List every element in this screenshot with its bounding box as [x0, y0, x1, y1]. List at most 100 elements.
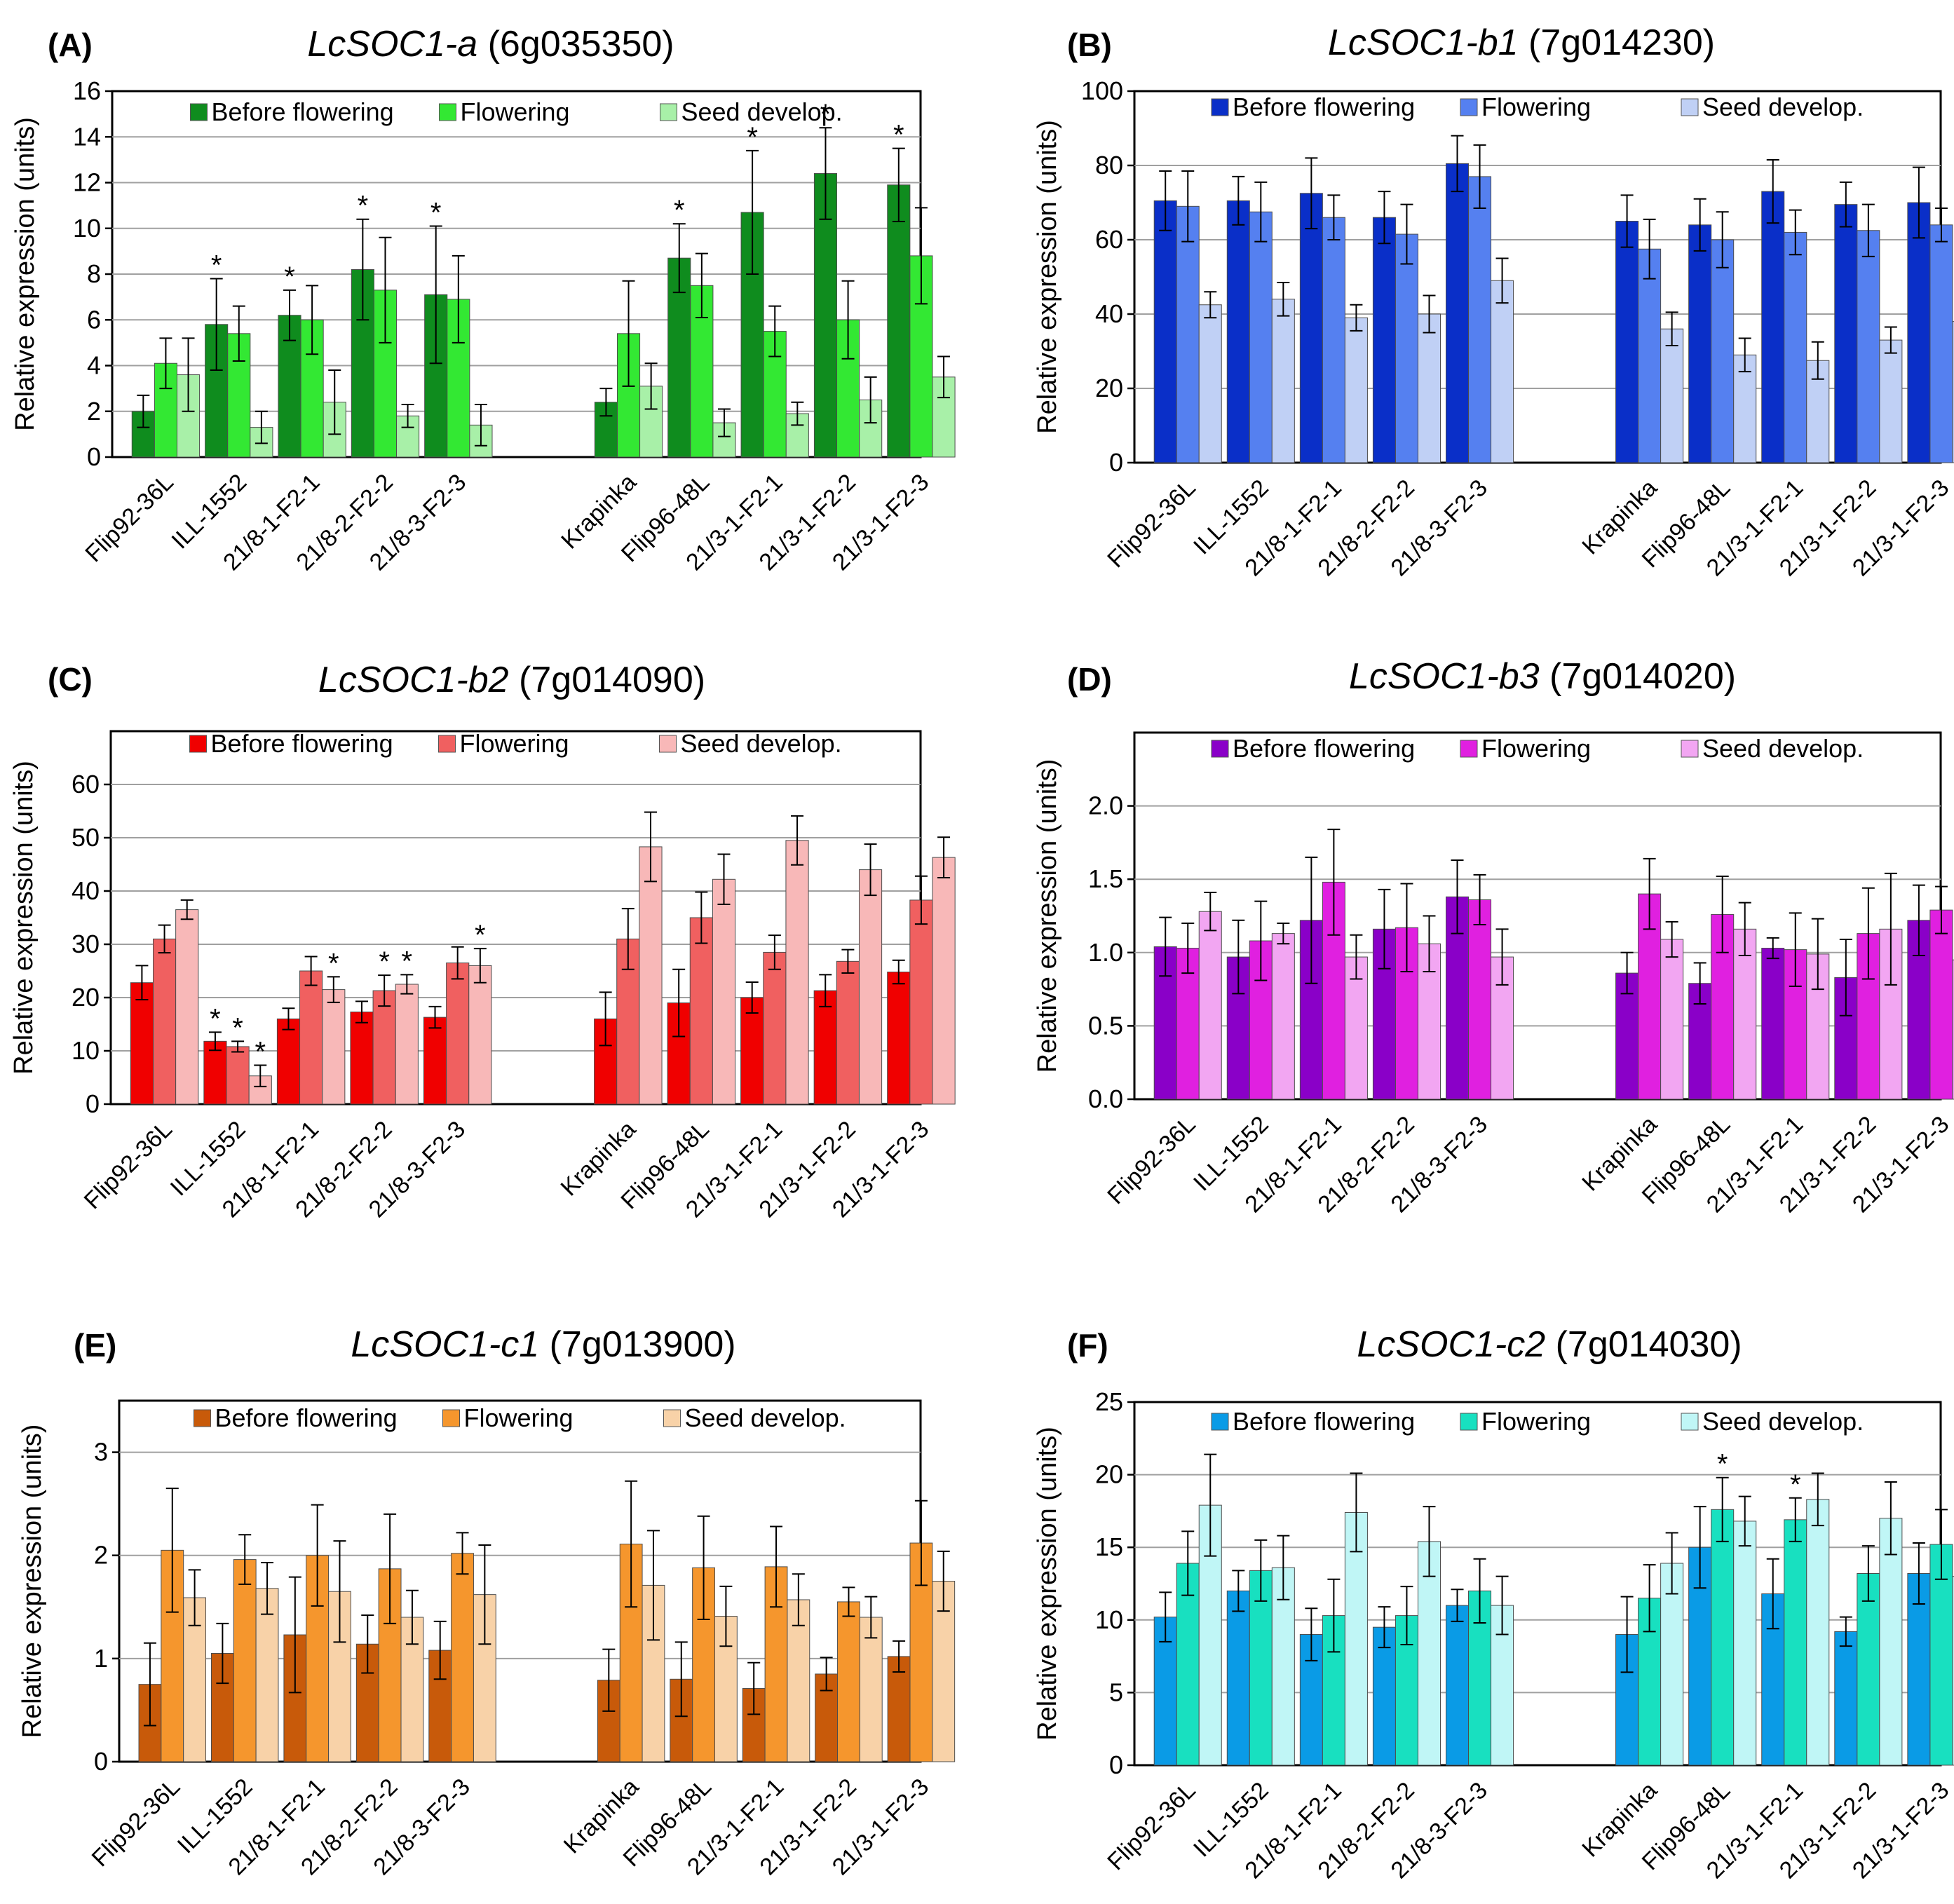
legend-label: Flowering	[460, 729, 569, 758]
bar	[1344, 317, 1368, 463]
bar	[1153, 200, 1177, 463]
chart-title: LcSOC1-b2 (7g014090)	[318, 660, 705, 700]
gene-name: LcSOC1-b1	[1328, 22, 1519, 63]
panel-label: (E)	[74, 1327, 116, 1364]
legend-swatch	[190, 103, 208, 121]
legend-label: Before flowering	[1233, 93, 1415, 121]
gene-locus: (7g014090)	[509, 660, 705, 700]
bar	[1857, 230, 1880, 463]
chart-title: LcSOC1-b3 (7g014020)	[1349, 656, 1736, 697]
bar	[451, 1553, 474, 1762]
bar	[887, 184, 911, 458]
bar	[1491, 280, 1514, 463]
panel-b: (B) LcSOC1-b1 (7g014230) 0 20 40 60 80 100 Relat…	[1033, 22, 1954, 581]
bar	[1249, 1570, 1273, 1766]
bar	[1249, 211, 1273, 463]
legend-swatch	[1681, 1413, 1699, 1431]
bar	[813, 990, 837, 1105]
y-tick-label: 80	[1095, 151, 1123, 179]
bar	[1271, 1567, 1295, 1766]
chart-title: LcSOC1-c1 (7g013900)	[351, 1324, 735, 1365]
y-tick-label: 1.5	[1088, 864, 1123, 893]
bar	[1784, 231, 1807, 463]
significance-star: *	[211, 250, 222, 281]
bar	[1226, 200, 1250, 463]
legend-swatch	[663, 1409, 681, 1427]
y-tick-label: 12	[73, 168, 101, 197]
bar	[372, 990, 396, 1105]
significance-star: *	[430, 197, 442, 228]
significance-star: *	[747, 122, 758, 153]
gene-locus: (7g014020)	[1540, 656, 1736, 697]
bar	[1322, 217, 1345, 463]
legend: Before flowering Flowering Seed develop.	[190, 97, 843, 126]
y-tick-label: 16	[73, 76, 101, 105]
legend-label: Flowering	[461, 97, 570, 126]
y-tick-label: 10	[1095, 1605, 1123, 1634]
y-tick-label: 0	[1109, 1750, 1123, 1779]
y-tick-label: 1	[94, 1644, 108, 1673]
bar	[1688, 224, 1712, 463]
panel-label: (C)	[48, 661, 93, 698]
significance-star: *	[210, 1003, 221, 1034]
y-axis-label: Relative expression (units)	[9, 761, 39, 1075]
legend: Before flowering Flowering Seed develop.	[1211, 734, 1864, 763]
legend: Before flowering Flowering Seed develop.	[1211, 93, 1864, 121]
y-tick-label: 25	[1095, 1387, 1123, 1416]
y-tick-label: 60	[1095, 225, 1123, 254]
legend-label: Before flowering	[1233, 1407, 1415, 1436]
panel-label: (F)	[1067, 1327, 1108, 1364]
legend-label: Seed develop.	[685, 1403, 846, 1432]
legend-swatch	[438, 735, 456, 753]
y-tick-label: 1.0	[1088, 938, 1123, 967]
significance-star: *	[255, 1037, 266, 1068]
y-tick-label: 3	[94, 1438, 108, 1467]
bar	[152, 938, 177, 1105]
bar	[1834, 204, 1858, 463]
legend-swatch	[1211, 740, 1229, 758]
bar	[1198, 304, 1222, 463]
bar	[1176, 1563, 1200, 1766]
bar	[1417, 313, 1441, 463]
bar	[1784, 1519, 1807, 1766]
gene-name: LcSOC1-b2	[318, 660, 509, 700]
significance-star: *	[328, 948, 339, 979]
y-tick-label: 0	[86, 1089, 100, 1118]
y-tick-label: 40	[72, 876, 100, 905]
bar	[255, 1588, 279, 1762]
gene-locus: (6g035350)	[477, 24, 674, 64]
bar	[859, 1617, 883, 1762]
bar	[1711, 1509, 1735, 1766]
bar	[1468, 176, 1492, 463]
legend: Before flowering Flowering Seed develop.	[189, 729, 842, 758]
panel-label: (B)	[1067, 27, 1112, 63]
bar	[887, 1656, 911, 1762]
bar	[1226, 1590, 1250, 1766]
legend-swatch	[1681, 98, 1699, 116]
significance-star: *	[1790, 1469, 1801, 1500]
bar	[1176, 205, 1200, 463]
bar	[932, 857, 956, 1105]
legend-label: Flowering	[1481, 93, 1591, 121]
bar	[233, 1559, 257, 1762]
bar	[423, 1016, 447, 1105]
significance-star: *	[674, 195, 685, 226]
panel-label: (D)	[1067, 661, 1112, 698]
bar	[1879, 1518, 1903, 1766]
y-tick-label: 20	[1095, 1460, 1123, 1489]
bar	[1806, 1499, 1830, 1766]
panel-e: (E) LcSOC1-c1 (7g013900) 0 1 2 3 Relative expr…	[18, 1324, 956, 1880]
panel-label: (A)	[48, 27, 93, 63]
y-tick-label: 8	[87, 259, 101, 288]
bar	[175, 909, 199, 1105]
bar	[1929, 224, 1953, 463]
significance-star: *	[820, 99, 832, 130]
legend-swatch	[1460, 740, 1478, 758]
y-axis-label: Relative expression (units)	[1033, 120, 1062, 434]
y-axis-label: Relative expression (units)	[1033, 759, 1062, 1073]
significance-star: *	[893, 120, 904, 151]
gene-name: LcSOC1-b3	[1349, 656, 1540, 697]
bar	[1198, 911, 1222, 1100]
bar	[1907, 202, 1931, 463]
bar	[740, 997, 764, 1105]
